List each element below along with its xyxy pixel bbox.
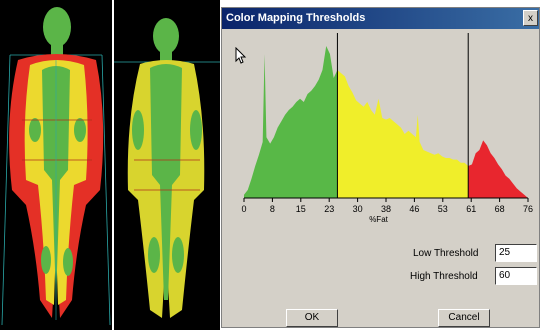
x-tick-label: 23 (324, 204, 334, 214)
x-tick-label: 15 (296, 204, 306, 214)
area-high-range (468, 140, 528, 198)
x-tick-label: 30 (353, 204, 363, 214)
x-tick-label: 0 (241, 204, 246, 214)
area-mid-range (337, 70, 469, 198)
x-axis-label: %Fat (369, 215, 388, 224)
x-tick-label: 76 (523, 204, 533, 214)
dialog-titlebar[interactable]: Color Mapping Thresholds x (222, 8, 539, 29)
histogram-chart: 0 8 15 23 30 38 46 53 61 68 76 %Fat (236, 33, 536, 233)
area-low-range (244, 46, 338, 198)
mouse-pointer-icon (235, 47, 247, 64)
cancel-button[interactable]: Cancel (438, 309, 490, 327)
high-threshold-label: High Threshold (410, 271, 478, 282)
close-button[interactable]: x (523, 10, 538, 26)
ok-button[interactable]: OK (286, 309, 338, 327)
body-scan-image-left (0, 0, 112, 330)
high-threshold-input[interactable]: 60 (495, 267, 537, 285)
x-tick-label: 61 (466, 204, 476, 214)
x-tick-label: 68 (495, 204, 505, 214)
x-tick-label: 8 (270, 204, 275, 214)
color-mapping-dialog: Color Mapping Thresholds x 0 8 15 23 30 38 46 5… (221, 7, 540, 328)
x-tick-label: 53 (438, 204, 448, 214)
panel-divider (112, 0, 114, 330)
x-tick-label: 38 (381, 204, 391, 214)
low-threshold-label: Low Threshold (413, 248, 479, 259)
dialog-title: Color Mapping Thresholds (226, 12, 366, 24)
low-threshold-input[interactable]: 25 (495, 244, 537, 262)
body-scan-image-right (114, 0, 220, 330)
x-tick-label: 46 (409, 204, 419, 214)
